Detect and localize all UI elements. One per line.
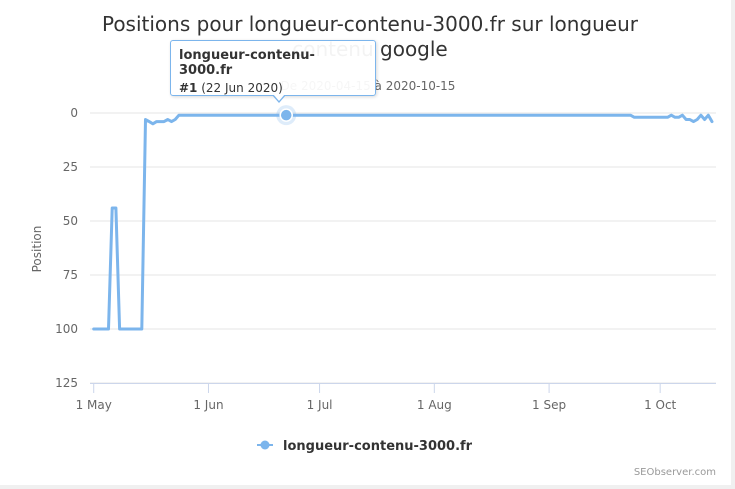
tooltip-value-line: #1 (22 Jun 2020): [179, 81, 367, 95]
grid-layer: [90, 112, 716, 384]
x-tick-label: 1 Sep: [532, 398, 566, 412]
x-tick-label: 1 Jun: [193, 398, 223, 412]
tooltip-rank: #1: [179, 81, 198, 95]
legend[interactable]: longueur-contenu-3000.fr: [257, 439, 473, 454]
tooltip: longueur-contenu-3000.fr #1 (22 Jun 2020…: [170, 40, 376, 96]
series-line[interactable]: [92, 113, 714, 331]
tick-layer: 0 25 50 75 100 125 1 May 1 Jun 1 Jul 1 Aug 1 Sep 1 …: [55, 106, 676, 412]
y-tick-label: 50: [63, 214, 78, 228]
x-tick-label: 1 Jul: [307, 398, 333, 412]
y-tick-label: 125: [55, 376, 78, 390]
y-tick-label: 25: [63, 160, 78, 174]
chart-credit[interactable]: SEObserver.com: [634, 467, 716, 478]
x-tick-label: 1 Aug: [417, 398, 452, 412]
y-axis-title: Position: [30, 226, 44, 273]
y-tick-label: 75: [63, 268, 78, 282]
chart-title-line-1: Positions pour longueur-contenu-3000.fr …: [102, 12, 639, 36]
highlighted-data-point[interactable]: [279, 108, 293, 122]
highlight-layer[interactable]: [276, 105, 297, 126]
x-tick-label: 1 Oct: [644, 398, 676, 412]
tooltip-series-name: longueur-contenu-3000.fr: [179, 48, 315, 78]
legend-item-label[interactable]: longueur-contenu-3000.fr: [283, 439, 473, 454]
y-tick-label: 100: [55, 322, 78, 336]
series-layer: [92, 113, 714, 331]
tooltip-arrow-inner: [273, 94, 285, 101]
y-tick-label: 0: [70, 106, 78, 120]
legend-marker-symbol: [260, 440, 270, 450]
x-tick-label: 1 May: [76, 398, 112, 412]
tooltip-date: (22 Jun 2020): [201, 81, 283, 95]
